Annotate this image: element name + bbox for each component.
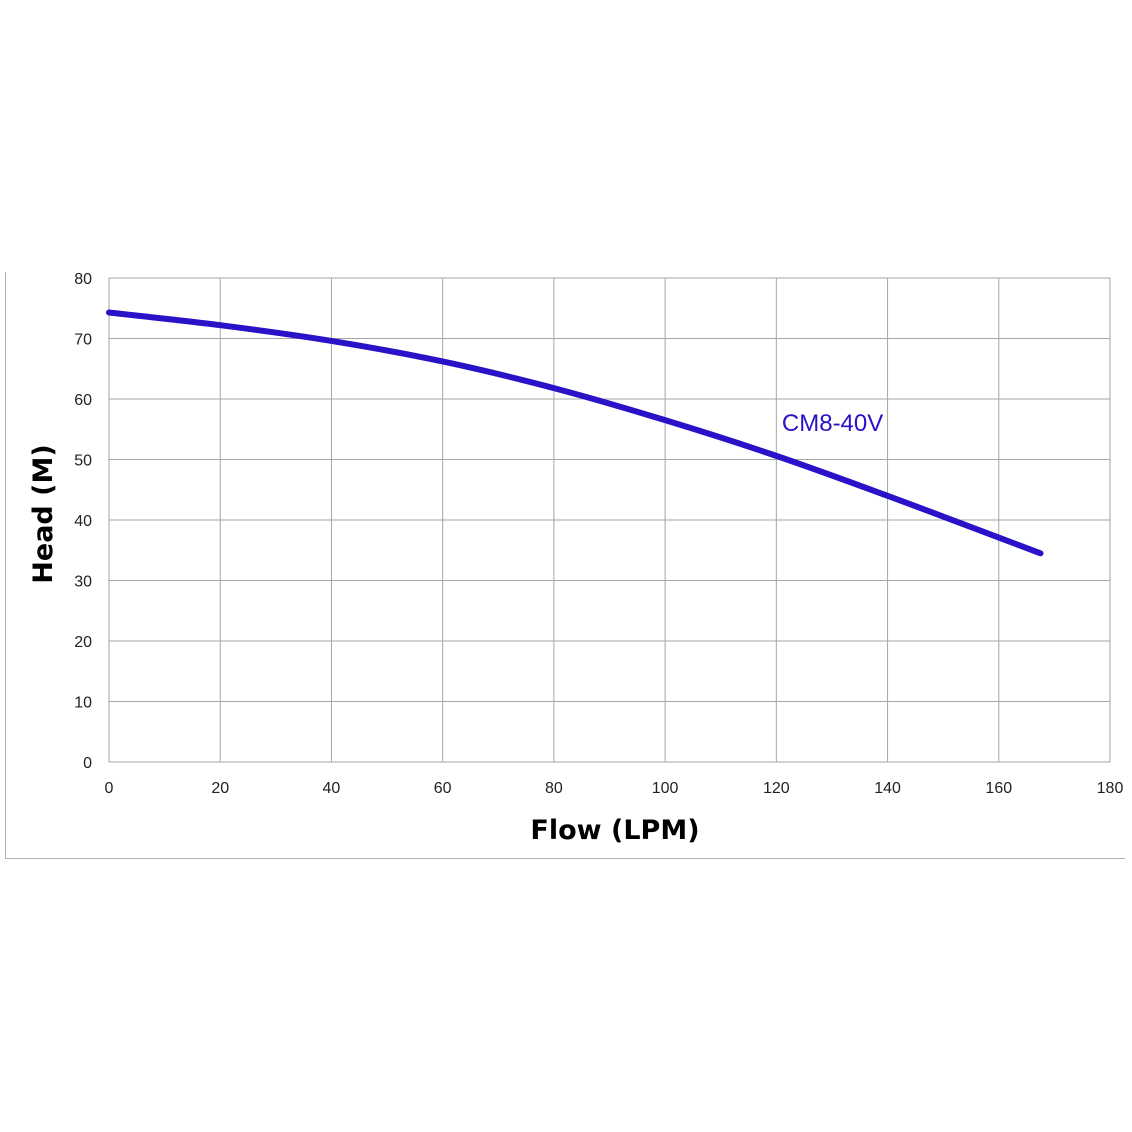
y-tick-labels: 0 10 20 30 40 50 60 70 80 xyxy=(74,271,92,772)
series-group: CM8-40V xyxy=(106,309,1044,557)
x-tick-label: 20 xyxy=(211,780,229,797)
y-tick-label: 80 xyxy=(74,271,92,288)
x-tick-label: 160 xyxy=(985,780,1012,797)
chart-frame xyxy=(5,272,1125,859)
y-tick-label: 10 xyxy=(74,695,92,712)
x-tick-label: 140 xyxy=(874,780,901,797)
x-tick-label: 180 xyxy=(1097,780,1124,797)
series-line xyxy=(106,309,1044,557)
x-tick-label: 80 xyxy=(545,780,563,797)
y-tick-label: 0 xyxy=(83,755,92,772)
x-tick-label: 40 xyxy=(323,780,341,797)
y-axis-title: Head (M) xyxy=(28,444,59,583)
grid xyxy=(108,277,1111,763)
x-tick-labels: 0 20 40 60 80 100 120 140 160 180 xyxy=(105,780,1124,797)
x-tick-label: 100 xyxy=(652,780,679,797)
y-tick-label: 60 xyxy=(74,392,92,409)
x-tick-label: 60 xyxy=(434,780,452,797)
y-tick-label: 50 xyxy=(74,453,92,470)
y-tick-label: 20 xyxy=(74,634,92,651)
series-label: CM8-40V xyxy=(782,410,883,437)
x-tick-label: 120 xyxy=(763,780,790,797)
x-tick-label: 0 xyxy=(105,780,114,797)
y-tick-label: 70 xyxy=(74,332,92,349)
x-axis-title: Flow (LPM) xyxy=(530,815,699,846)
y-tick-label: 40 xyxy=(74,513,92,530)
y-tick-label: 30 xyxy=(74,574,92,591)
